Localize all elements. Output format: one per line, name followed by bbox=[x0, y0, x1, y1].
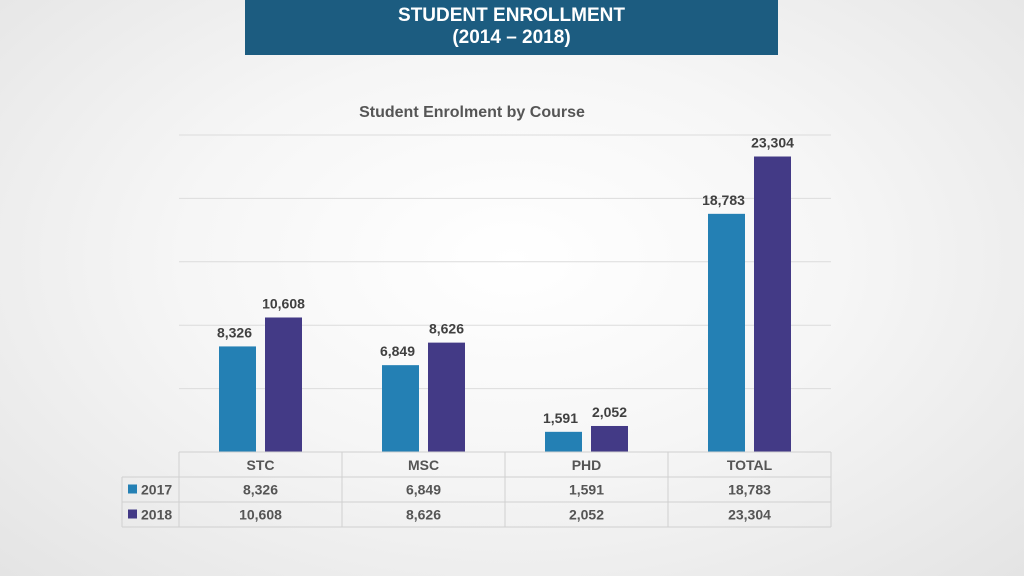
bar-label-2017-msc: 6,849 bbox=[380, 343, 415, 359]
data-table: STC MSC PHD TOTAL 2017 8,326 6,849 1,591 18,783 2… bbox=[121, 451, 832, 528]
table-cell-2017-msc: 6,849 bbox=[406, 482, 441, 498]
bar-label-2018-phd: 2,052 bbox=[592, 404, 627, 420]
category-label-phd: PHD bbox=[572, 457, 602, 473]
table-cell-2018-phd: 2,052 bbox=[569, 507, 604, 523]
bar-label-2017-stc: 8,326 bbox=[217, 324, 252, 340]
banner-subtitle: (2014 – 2018) bbox=[452, 27, 571, 48]
table-cell-2017-phd: 1,591 bbox=[569, 482, 604, 498]
chart-title: Student Enrolment by Course bbox=[359, 104, 585, 121]
title-banner: STUDENT ENROLLMENT (2014 – 2018) bbox=[245, 0, 778, 55]
bar-2017-phd bbox=[545, 431, 582, 452]
bars: 8,326 10,608 6,849 8,626 1,591 2,052 18,783 23,… bbox=[217, 135, 794, 452]
category-label-msc: MSC bbox=[408, 457, 439, 473]
legend-label-2018: 2018 bbox=[141, 507, 172, 523]
bar-2017-msc bbox=[382, 365, 419, 452]
bar-2018-msc bbox=[428, 342, 465, 452]
bar-2018-total bbox=[754, 156, 791, 452]
legend-swatch-2017 bbox=[128, 484, 137, 494]
bar-2017-stc bbox=[219, 346, 256, 452]
banner-title: STUDENT ENROLLMENT bbox=[398, 5, 625, 26]
bar-label-2017-phd: 1,591 bbox=[543, 410, 578, 426]
table-cell-2017-total: 18,783 bbox=[728, 482, 771, 498]
category-label-stc: STC bbox=[247, 457, 275, 473]
category-label-total: TOTAL bbox=[727, 457, 773, 473]
bar-label-2017-total: 18,783 bbox=[702, 192, 745, 208]
bar-2018-stc bbox=[265, 317, 302, 452]
bar-2018-phd bbox=[591, 425, 628, 452]
legend-swatch-2018 bbox=[128, 509, 137, 519]
bar-label-2018-msc: 8,626 bbox=[429, 321, 464, 337]
table-cell-2018-stc: 10,608 bbox=[239, 507, 282, 523]
table-cell-2018-msc: 8,626 bbox=[406, 507, 441, 523]
legend-label-2017: 2017 bbox=[141, 482, 172, 498]
table-cell-2018-total: 23,304 bbox=[728, 507, 771, 523]
bar-label-2018-stc: 10,608 bbox=[262, 295, 305, 311]
bar-label-2018-total: 23,304 bbox=[751, 135, 794, 151]
table-cell-2017-stc: 8,326 bbox=[243, 482, 278, 498]
bar-2017-total bbox=[708, 213, 745, 452]
